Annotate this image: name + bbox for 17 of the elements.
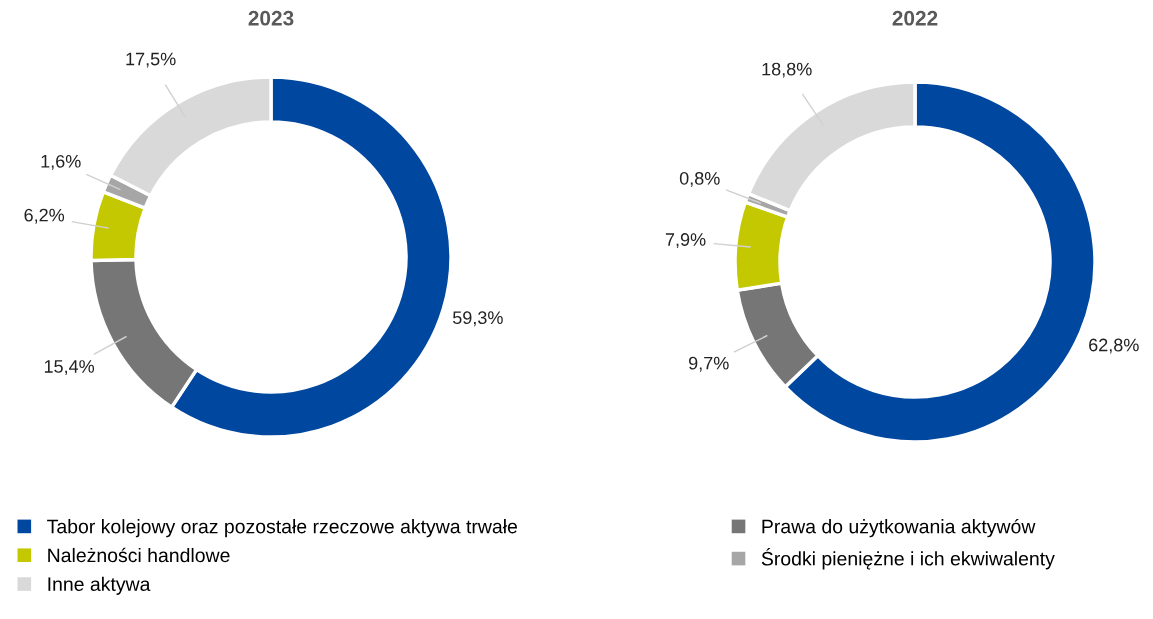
data-label: 1,6% xyxy=(41,154,81,170)
data-label: 9,7% xyxy=(689,356,729,372)
data-label: 0,8% xyxy=(679,171,720,187)
data-label: 7,9% xyxy=(665,233,706,249)
legend-label: Prawa do użytkowania aktywów xyxy=(762,518,1036,538)
legend-label: Należności handlowe xyxy=(48,547,230,563)
legend-label: Tabor kolejowy oraz pozostałe rzeczowe aktywa trwałe xyxy=(47,519,517,538)
legend-label: Inne aktywa xyxy=(48,576,151,595)
chart-title: 2023 xyxy=(248,10,294,26)
data-label: 18,8% xyxy=(762,62,812,78)
data-label: 59,3% xyxy=(452,311,503,327)
data-label: 62,8% xyxy=(1089,338,1139,354)
legend-label: Środki pieniężne i ich ekwiwalenty xyxy=(761,547,1055,570)
data-label: 15,4% xyxy=(44,360,95,375)
data-label: 6,2% xyxy=(24,208,65,224)
data-label: 17,5% xyxy=(126,52,176,68)
chart-title: 2022 xyxy=(892,10,938,26)
